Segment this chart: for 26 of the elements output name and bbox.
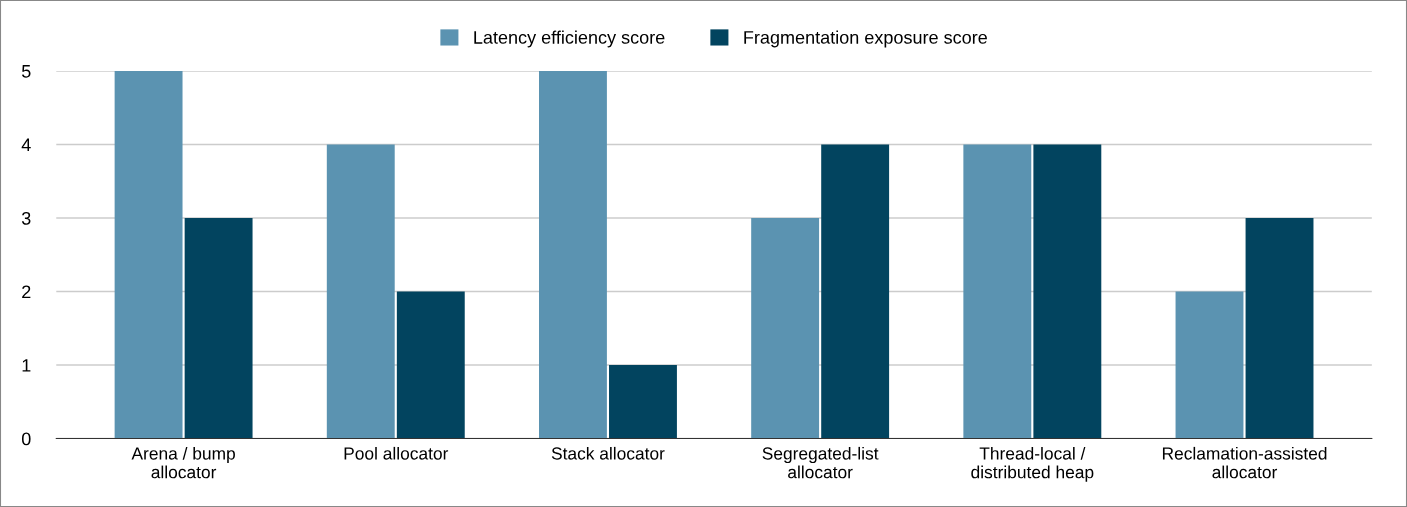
y-tick-label: 5 <box>21 65 31 78</box>
legend-label: Fragmentation exposure score <box>744 30 987 48</box>
x-tick-label: Stack allocator <box>551 446 665 460</box>
x-tick-label: Segregated-list allocator <box>762 446 879 479</box>
bar <box>609 365 677 439</box>
bar <box>1245 218 1314 439</box>
y-tick-label: 0 <box>21 432 31 446</box>
y-tick-label: 3 <box>21 211 31 225</box>
y-tick-label: 1 <box>22 359 31 372</box>
bar <box>821 144 890 439</box>
bar <box>963 144 1032 439</box>
legend-label: Latency efficiency score <box>474 30 665 48</box>
y-tick-label: 4 <box>21 138 31 152</box>
x-tick-label: Pool allocator <box>344 446 449 460</box>
x-tick-label: Thread-local / distributed heap <box>971 446 1094 482</box>
bar <box>326 144 395 439</box>
x-tick-label: Arena / bump allocator <box>131 446 235 479</box>
x-tick-label: Reclamation-assisted allocator <box>1162 446 1327 479</box>
bar <box>751 218 820 439</box>
bar <box>1175 291 1244 439</box>
bar <box>396 291 465 439</box>
bar <box>184 218 253 439</box>
bar <box>114 70 183 439</box>
bar <box>539 70 607 439</box>
bar <box>1033 144 1102 439</box>
y-tick-label: 2 <box>22 285 31 299</box>
